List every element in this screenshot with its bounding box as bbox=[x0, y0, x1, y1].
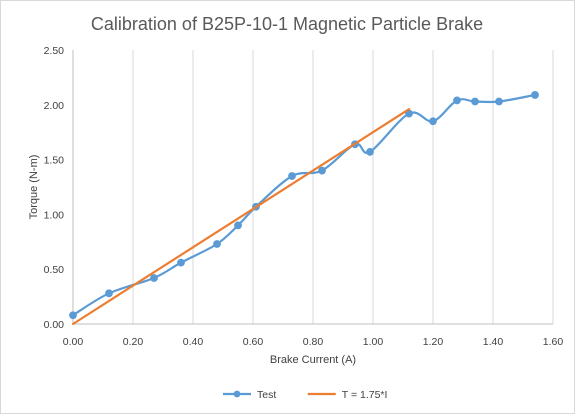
data-point bbox=[105, 289, 113, 298]
data-point bbox=[429, 117, 437, 126]
y-tick-label: 0.50 bbox=[44, 264, 65, 276]
data-point bbox=[177, 258, 185, 267]
x-tick-label: 0.80 bbox=[303, 336, 324, 348]
legend: Test T = 1.75*I bbox=[223, 389, 387, 401]
y-axis-title: Torque (N-m) bbox=[28, 155, 40, 220]
x-tick-label: 0.40 bbox=[183, 336, 204, 348]
series-layer bbox=[69, 91, 539, 326]
series-line-2 bbox=[71, 108, 411, 326]
data-point bbox=[213, 240, 221, 248]
chart-title: Calibration of B25P-10-1 Magnetic Partic… bbox=[91, 14, 483, 34]
legend-label: T = 1.75*I bbox=[342, 389, 388, 401]
x-axis-title: Brake Current (A) bbox=[270, 354, 356, 366]
y-tick-label: 1.00 bbox=[44, 209, 65, 221]
data-point bbox=[495, 97, 503, 106]
data-point bbox=[471, 97, 479, 106]
x-tick-label: 0.60 bbox=[243, 336, 264, 348]
axis-layer: 0.00 0.20 0.40 0.60 0.80 1.00 1.20 1.40 1.60 0.00… bbox=[44, 45, 564, 348]
y-tick-label: 2.00 bbox=[44, 100, 65, 112]
data-point bbox=[69, 311, 77, 320]
grid-layer bbox=[132, 50, 554, 324]
data-point bbox=[366, 148, 374, 156]
x-tick-label: 1.40 bbox=[483, 336, 504, 348]
x-tick-label: 1.20 bbox=[423, 336, 444, 348]
x-tick-label: 1.00 bbox=[363, 336, 384, 348]
legend-item: T = 1.75*I bbox=[307, 389, 388, 401]
legend-item: Test bbox=[223, 389, 276, 401]
y-tick-label: 0.00 bbox=[44, 319, 65, 331]
legend-label: Test bbox=[257, 389, 276, 401]
data-point bbox=[318, 166, 326, 175]
series-line-1 bbox=[71, 93, 537, 317]
data-point bbox=[150, 274, 158, 282]
x-tick-label: 0.20 bbox=[123, 336, 144, 348]
legend-marker bbox=[233, 390, 241, 398]
data-point bbox=[531, 91, 539, 99]
x-tick-label: 0.00 bbox=[63, 336, 84, 348]
y-tick-label: 2.50 bbox=[44, 45, 65, 57]
data-point bbox=[288, 172, 296, 180]
x-tick-label: 1.60 bbox=[543, 336, 564, 348]
y-tick-label: 1.50 bbox=[44, 155, 65, 167]
data-point bbox=[234, 221, 242, 230]
data-point bbox=[453, 96, 461, 105]
